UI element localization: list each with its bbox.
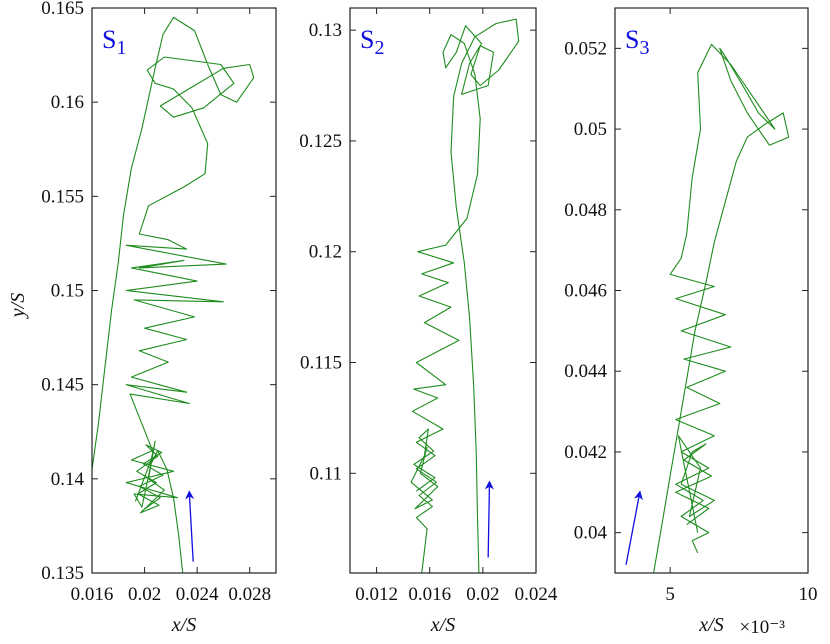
- x-tick-label: 5: [665, 584, 675, 605]
- x-axis-label: x/S: [171, 614, 196, 636]
- panel-s3: 0.04 0.042 0.044 0.046 0.048 0.05 0.052 5 10 S3…: [564, 7, 818, 638]
- x-tick-label: 0.02: [466, 584, 499, 605]
- y-tick-label: 0.155: [41, 186, 84, 207]
- axes-frame: [91, 7, 277, 574]
- y-tick-label: 0.04: [574, 523, 608, 544]
- y-tick-label: 0.052: [564, 38, 607, 59]
- x-tick-label: 0.016: [408, 584, 451, 605]
- y-tick-label: 0.044: [564, 361, 607, 382]
- y-axis-label: y/S: [7, 293, 29, 319]
- y-tick-label: 0.046: [564, 281, 607, 302]
- trajectory-series-2: [134, 440, 165, 514]
- panel-s1: y/S 0.135 0.14 0.145 0.15 0.155 0.16 0.165 0.0…: [7, 0, 277, 636]
- y-tick-label: 0.14: [51, 469, 85, 490]
- y-tick-label: 0.13: [309, 20, 342, 41]
- axes-frame: [614, 7, 809, 574]
- x-tick-label: 0.016: [71, 584, 114, 605]
- y-tick-label: 0.11: [309, 463, 342, 484]
- panel-label: S3: [625, 25, 649, 59]
- y-tick-label: 0.042: [564, 442, 607, 463]
- x-tick-label: 0.028: [228, 584, 271, 605]
- trajectory-series-2: [410, 428, 439, 510]
- y-tick-label: 0.145: [41, 375, 84, 396]
- y-tick-label: 0.135: [41, 563, 84, 584]
- y-tick-label: 0.125: [299, 131, 342, 152]
- panel-label: S1: [102, 25, 126, 59]
- panel-s2: 0.11 0.115 0.12 0.125 0.13 0.012 0.016 0.02 0.0…: [299, 7, 558, 636]
- y-tick-label: 0.165: [41, 0, 84, 19]
- y-tick-label: 0.12: [309, 242, 342, 263]
- x-tick-label: 0.012: [355, 584, 398, 605]
- trajectory-series-1: [92, 16, 255, 573]
- direction-arrow: [185, 490, 195, 562]
- trajectory-series-2: [675, 435, 715, 533]
- trajectory-series-1: [653, 43, 790, 573]
- x-axis-label: x/S: [698, 614, 723, 636]
- panel-label: S2: [360, 25, 384, 59]
- y-tick-label: 0.16: [51, 92, 84, 113]
- y-tick-label: 0.048: [564, 200, 607, 221]
- x-axis-label: x/S: [430, 614, 455, 636]
- x-axis-multiplier: ×10⁻³: [740, 617, 786, 638]
- x-tick-label: 0.024: [515, 584, 558, 605]
- x-tick-label: 0.024: [176, 584, 219, 605]
- direction-arrow: [625, 490, 643, 566]
- y-tick-label: 0.115: [300, 353, 342, 374]
- y-tick-label: 0.05: [574, 119, 607, 140]
- x-tick-label: 0.02: [128, 584, 161, 605]
- y-tick-label: 0.15: [51, 281, 84, 302]
- trajectory-series-1: [411, 18, 520, 573]
- direction-arrow: [484, 480, 494, 558]
- x-tick-label: 10: [799, 584, 818, 605]
- axes-frame: [349, 7, 537, 574]
